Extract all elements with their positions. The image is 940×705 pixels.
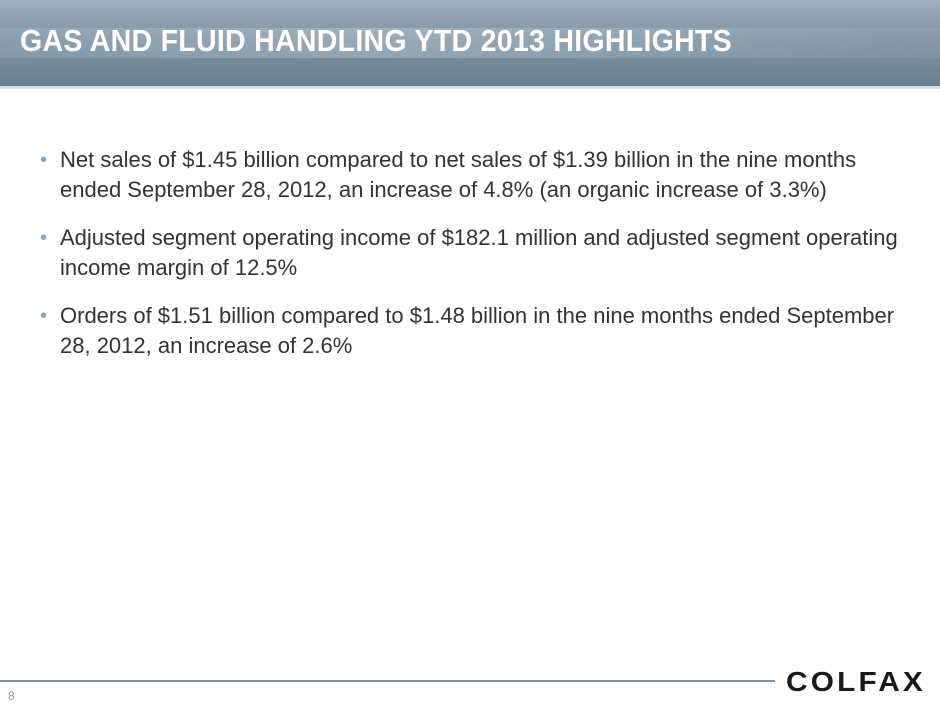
footer-divider xyxy=(0,680,775,682)
bullet-item: • Orders of $1.51 billion compared to $1… xyxy=(40,301,900,361)
bullet-marker: • xyxy=(40,149,48,171)
colfax-logo-mark: COLFAX xyxy=(786,666,926,697)
bullet-text: Net sales of $1.45 billion compared to n… xyxy=(60,147,857,202)
title-bar: GAS AND FLUID HANDLING YTD 2013 HIGHLIGH… xyxy=(0,0,940,86)
page-number: 8 xyxy=(8,689,15,703)
title-divider xyxy=(0,86,940,89)
bullet-text: Adjusted segment operating income of $18… xyxy=(60,225,898,280)
bullet-marker: • xyxy=(40,227,48,249)
colfax-logo: COLFAX xyxy=(786,666,928,699)
bullet-list: • Net sales of $1.45 billion compared to… xyxy=(40,145,900,379)
bullet-marker: • xyxy=(40,305,48,327)
slide-title: GAS AND FLUID HANDLING YTD 2013 HIGHLIGH… xyxy=(20,23,732,58)
logo-text: COLFAX xyxy=(786,666,926,694)
title-bar-highlight xyxy=(0,28,940,58)
bullet-item: • Net sales of $1.45 billion compared to… xyxy=(40,145,900,205)
bullet-item: • Adjusted segment operating income of $… xyxy=(40,223,900,283)
bullet-text: Orders of $1.51 billion compared to $1.4… xyxy=(60,303,895,358)
